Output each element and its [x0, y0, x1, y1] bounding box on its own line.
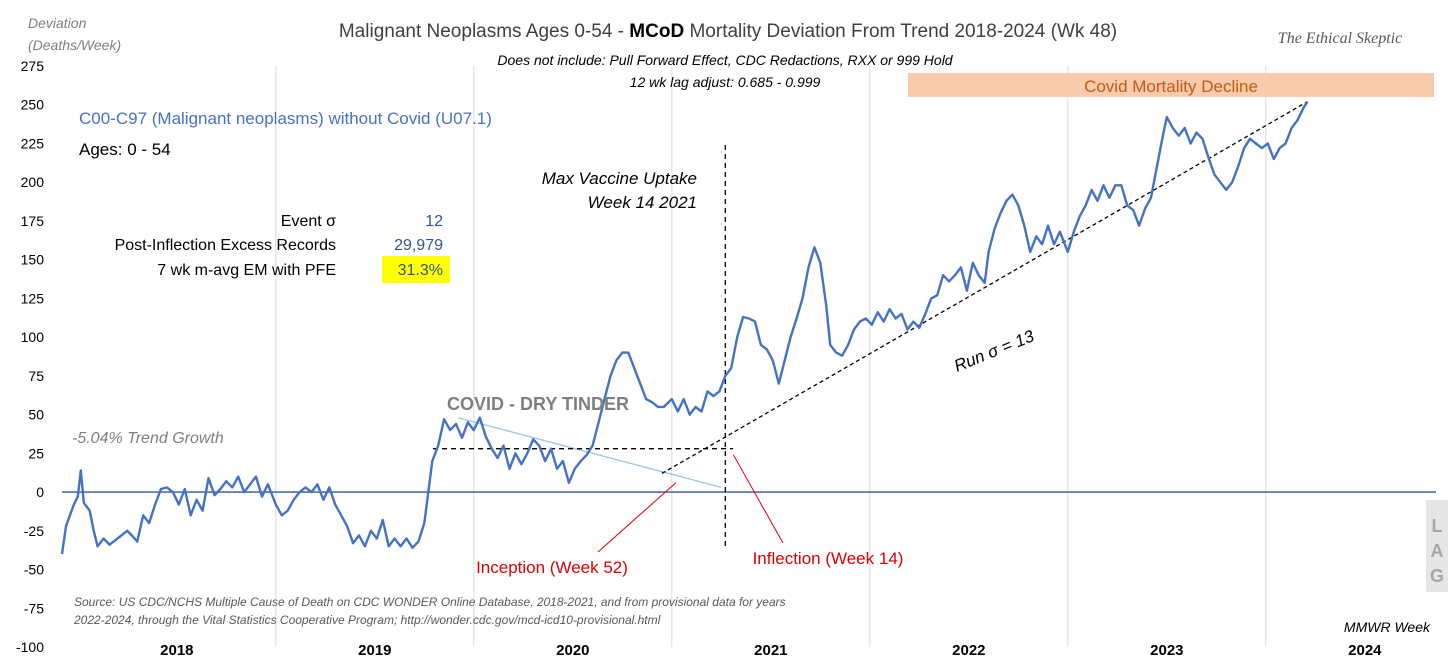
- y-tick-200: 200: [21, 174, 45, 190]
- brand-label: The Ethical Skeptic: [1278, 30, 1402, 47]
- grid-layer: [275, 66, 1267, 647]
- x-axis-ticks: 2018 2019 2020 2021 2022 2023 2024: [160, 642, 1382, 659]
- lag-letters: LAG: [1430, 516, 1444, 586]
- x-tick-2019: 2019: [358, 642, 391, 659]
- stat-label-em-pfe: 7 wk m-avg EM with PFE: [157, 262, 336, 279]
- y-tick--50: -50: [24, 562, 44, 578]
- stat-value-event-sigma: 12: [425, 213, 443, 230]
- y-tick-75: 75: [28, 368, 44, 384]
- lag-letter-a: A: [1431, 541, 1444, 561]
- y-axis-ticks: 2752502252001751501251007550250-25-50-75…: [16, 58, 44, 655]
- series-legend-label: C00-C97 (Malignant neoplasms) without Co…: [79, 109, 492, 128]
- y-tick-0: 0: [36, 484, 44, 500]
- y-tick-100: 100: [21, 329, 45, 345]
- y-tick--100: -100: [16, 639, 44, 655]
- y-tick-25: 25: [28, 445, 44, 461]
- inception-label: Inception (Week 52): [476, 558, 628, 577]
- x-tick-2022: 2022: [952, 642, 985, 659]
- dry-tinder-label: COVID - DRY TINDER: [447, 394, 629, 414]
- lag-letter-g: G: [1430, 566, 1444, 586]
- y-tick-150: 150: [21, 252, 45, 268]
- x-tick-2018: 2018: [160, 642, 193, 659]
- stat-label-excess-records: Post-Inflection Excess Records: [115, 237, 336, 254]
- y-axis-label-line-1: Deviation: [28, 15, 87, 31]
- y-tick--25: -25: [24, 523, 44, 539]
- max-vaccine-label-line-2: Week 14 2021: [588, 193, 697, 212]
- y-tick-125: 125: [21, 290, 45, 306]
- x-axis-label: MMWR Week: [1344, 619, 1431, 635]
- y-tick-250: 250: [21, 97, 45, 113]
- run-sigma-label: Run σ = 13: [951, 326, 1037, 375]
- run-trend-line: [661, 101, 1308, 475]
- y-axis-label-line-2: (Deaths/Week): [28, 37, 121, 53]
- lag-letter-l: L: [1432, 516, 1443, 536]
- ages-label: Ages: 0 - 54: [79, 140, 171, 159]
- source-line-2: 2022-2024, through the Vital Statistics …: [73, 613, 661, 627]
- y-tick-225: 225: [21, 135, 45, 151]
- y-tick-175: 175: [21, 213, 45, 229]
- y-tick-50: 50: [28, 407, 44, 423]
- stat-value-em-pfe: 31.3%: [398, 262, 443, 279]
- stat-label-event-sigma: Event σ: [281, 213, 336, 230]
- x-tick-2024: 2024: [1348, 642, 1382, 659]
- highlight-box: [382, 256, 450, 283]
- source-line-1: Source: US CDC/NCHS Multiple Cause of De…: [74, 595, 786, 609]
- x-tick-2020: 2020: [556, 642, 589, 659]
- inflection-pointer: [732, 454, 784, 544]
- x-tick-2023: 2023: [1150, 642, 1183, 659]
- x-tick-2021: 2021: [754, 642, 787, 659]
- chart-title: Malignant Neoplasms Ages 0-54 - MCoD Mor…: [339, 21, 1117, 42]
- y-tick--75: -75: [24, 600, 44, 616]
- stat-value-excess-records: 29,979: [394, 237, 443, 254]
- inflection-label: Inflection (Week 14): [753, 549, 904, 568]
- y-tick-275: 275: [21, 58, 45, 74]
- dry-tinder-trend-line: [457, 417, 722, 489]
- covid-decline-label: Covid Mortality Decline: [1084, 77, 1258, 96]
- trend-growth-label: -5.04% Trend Growth: [72, 430, 224, 447]
- series-line-malignant-neoplasms: [60, 100, 1309, 555]
- covid-decline-band: [908, 73, 1434, 97]
- subtitle-line-2: 12 wk lag adjust: 0.685 - 0.999: [630, 74, 821, 90]
- inception-pointer: [597, 482, 677, 553]
- subtitle-line-1: Does not include: Pull Forward Effect, C…: [497, 52, 953, 68]
- lag-band: [1426, 500, 1448, 592]
- max-vaccine-label-line-1: Max Vaccine Uptake: [542, 169, 697, 188]
